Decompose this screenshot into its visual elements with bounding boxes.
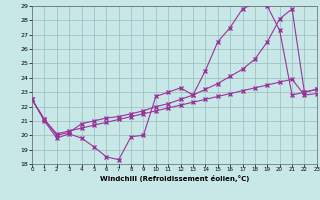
X-axis label: Windchill (Refroidissement éolien,°C): Windchill (Refroidissement éolien,°C) <box>100 175 249 182</box>
